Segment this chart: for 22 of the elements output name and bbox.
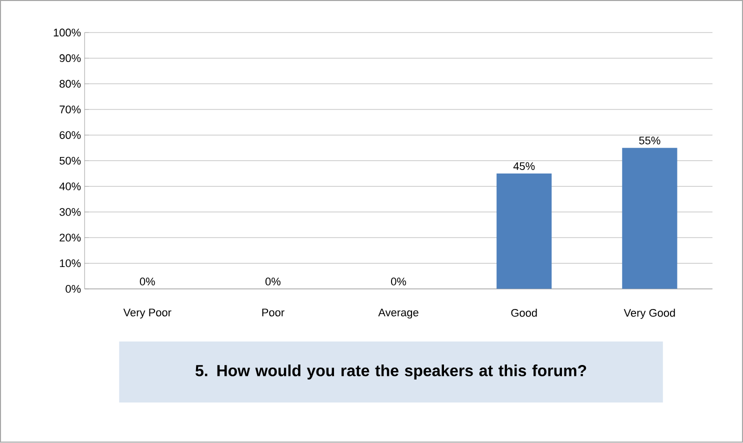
text: 5. How would you rate the speakers at this forum? [196,364,586,380]
y-tick-label: 70% [60,106,81,114]
data-label: 0% [391,278,406,286]
y-tick-label: 80% [60,80,81,88]
data-label: 55% [639,136,660,145]
x-tick-label: Very Good [624,308,675,320]
y-tick-label: 20% [60,234,81,242]
y-tick-label: 60% [60,131,81,140]
data-label: 0% [265,278,280,286]
y-tick-label: 0% [66,285,81,293]
y-tick-label: 40% [59,182,81,190]
data-label: 0% [140,278,155,286]
data-label: 45% [513,162,535,170]
x-tick-label: Good [511,308,537,317]
y-tick-label: 100% [54,28,81,37]
y-tick-label: 30% [60,208,81,216]
y-tick-label: 90% [60,54,81,62]
y-tick-label: 10% [60,260,81,268]
y-tick-label: 50% [60,157,81,165]
x-tick-label: Average [378,308,418,319]
x-tick-label: Very Poor [123,308,172,319]
x-tick-label: Poor [262,308,284,317]
